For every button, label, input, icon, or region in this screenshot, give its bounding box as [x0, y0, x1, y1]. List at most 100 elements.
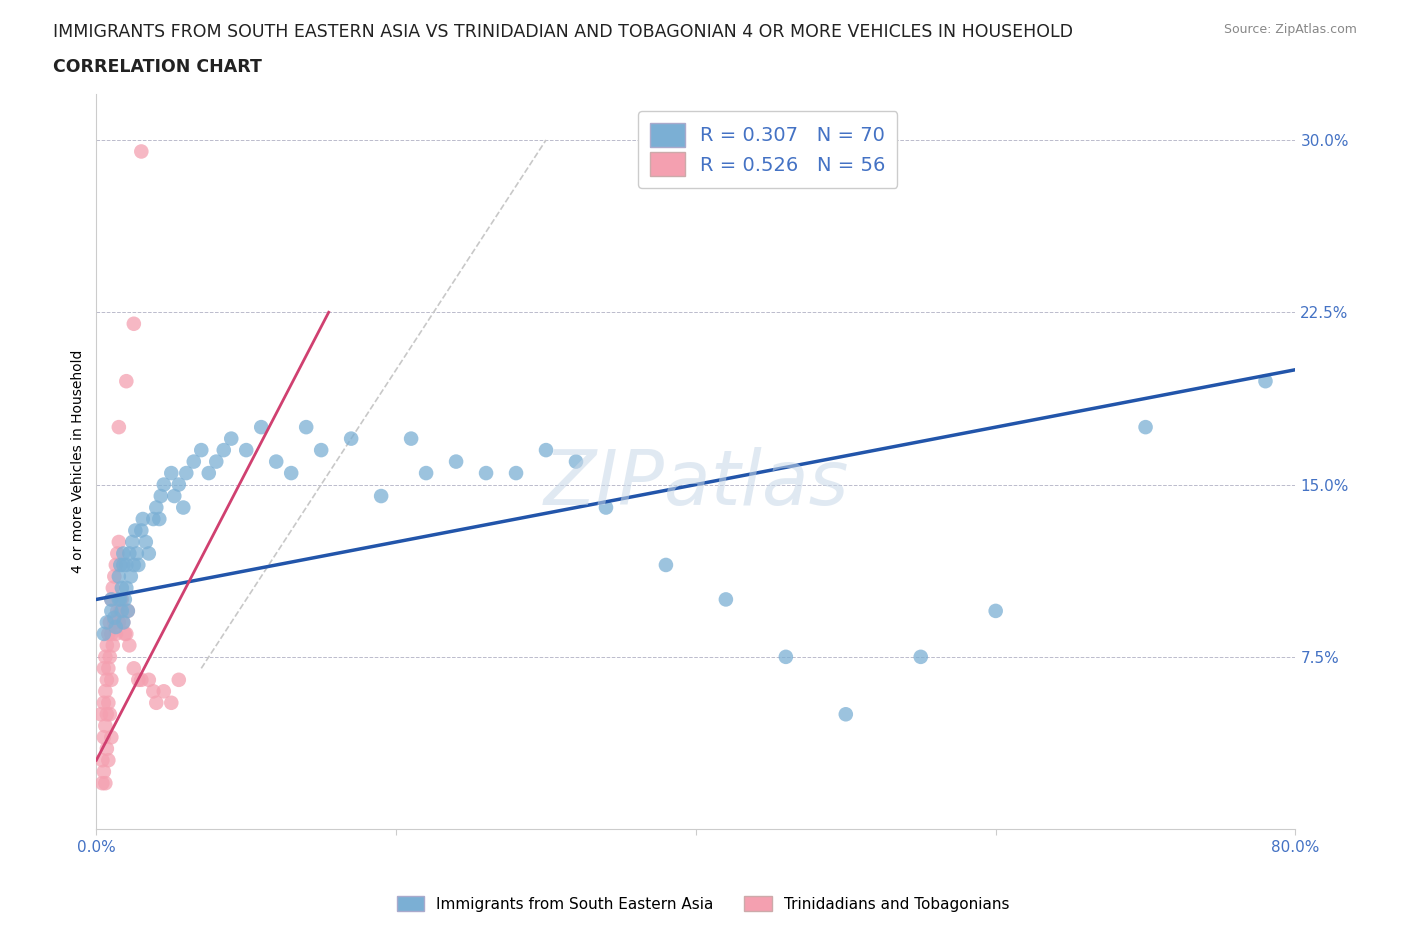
Point [98, 707, 121, 722]
Point [190, 443, 212, 458]
Point [104, 619, 127, 634]
Point [100, 730, 122, 745]
Text: Source: ZipAtlas.com: Source: ZipAtlas.com [1223, 23, 1357, 36]
Point [96, 672, 118, 687]
Point [120, 569, 142, 584]
Point [112, 557, 135, 572]
Point [110, 604, 132, 618]
Point [104, 627, 127, 642]
Point [565, 454, 588, 469]
Point [153, 477, 176, 492]
Point [399, 432, 422, 446]
Point [138, 546, 160, 561]
Point [122, 661, 145, 676]
Point [105, 604, 128, 618]
Point [117, 604, 139, 618]
Point [96, 615, 118, 630]
Point [91, 752, 114, 767]
Point [100, 604, 122, 618]
Point [160, 696, 183, 711]
Point [108, 592, 131, 607]
Point [122, 557, 145, 572]
Point [100, 627, 122, 642]
Point [714, 592, 737, 607]
Point [370, 488, 392, 503]
Point [91, 776, 114, 790]
Point [122, 316, 145, 331]
Point [100, 592, 122, 607]
Point [219, 432, 242, 446]
Point [96, 707, 118, 722]
Point [118, 638, 141, 653]
Point [114, 592, 136, 607]
Point [197, 466, 219, 481]
Point [94, 649, 117, 664]
Point [167, 672, 190, 687]
Point [264, 454, 287, 469]
Point [111, 604, 134, 618]
Point [112, 615, 135, 630]
Point [340, 432, 363, 446]
Point [117, 604, 139, 618]
Point [93, 627, 115, 642]
Point [212, 443, 235, 458]
Point [90, 707, 112, 722]
Point [121, 535, 143, 550]
Point [108, 419, 131, 434]
Point [115, 627, 138, 642]
Point [444, 454, 467, 469]
Point [984, 604, 1007, 618]
Point [910, 649, 932, 664]
Point [100, 592, 122, 607]
Point [118, 546, 141, 561]
Point [127, 557, 149, 572]
Point [111, 580, 134, 595]
Point [112, 546, 135, 561]
Point [145, 500, 167, 515]
Point [111, 592, 134, 607]
Point [108, 615, 131, 630]
Point [105, 546, 128, 561]
Point [103, 610, 125, 625]
Point [104, 557, 127, 572]
Legend: Immigrants from South Eastern Asia, Trinidadians and Tobagonians: Immigrants from South Eastern Asia, Trin… [391, 889, 1015, 918]
Point [775, 649, 797, 664]
Point [655, 557, 678, 572]
Point [93, 730, 115, 745]
Point [138, 672, 160, 687]
Point [93, 661, 115, 676]
Point [148, 512, 170, 526]
Point [595, 500, 617, 515]
Point [100, 672, 122, 687]
Point [149, 488, 172, 503]
Legend: R = 0.307   N = 70, R = 0.526   N = 56: R = 0.307 N = 70, R = 0.526 N = 56 [638, 111, 897, 188]
Point [101, 580, 124, 595]
Point [183, 454, 205, 469]
Point [127, 672, 149, 687]
Point [97, 661, 120, 676]
Point [103, 615, 125, 630]
Text: IMMIGRANTS FROM SOUTH EASTERN ASIA VS TRINIDADIAN AND TOBAGONIAN 4 OR MORE VEHIC: IMMIGRANTS FROM SOUTH EASTERN ASIA VS TR… [53, 23, 1073, 41]
Text: ZIPatlas: ZIPatlas [543, 446, 849, 521]
Point [94, 776, 117, 790]
Point [112, 615, 135, 630]
Point [131, 144, 153, 159]
Point [108, 535, 131, 550]
Point [115, 580, 138, 595]
Point [97, 696, 120, 711]
Point [98, 615, 121, 630]
Point [415, 466, 437, 481]
Point [132, 512, 155, 526]
Point [131, 523, 153, 538]
Point [115, 374, 138, 389]
Point [534, 443, 557, 458]
Point [309, 443, 332, 458]
Point [115, 557, 138, 572]
Point [1135, 419, 1157, 434]
Point [101, 638, 124, 653]
Point [505, 466, 527, 481]
Point [142, 512, 165, 526]
Point [96, 741, 118, 756]
Point [205, 454, 228, 469]
Point [295, 419, 318, 434]
